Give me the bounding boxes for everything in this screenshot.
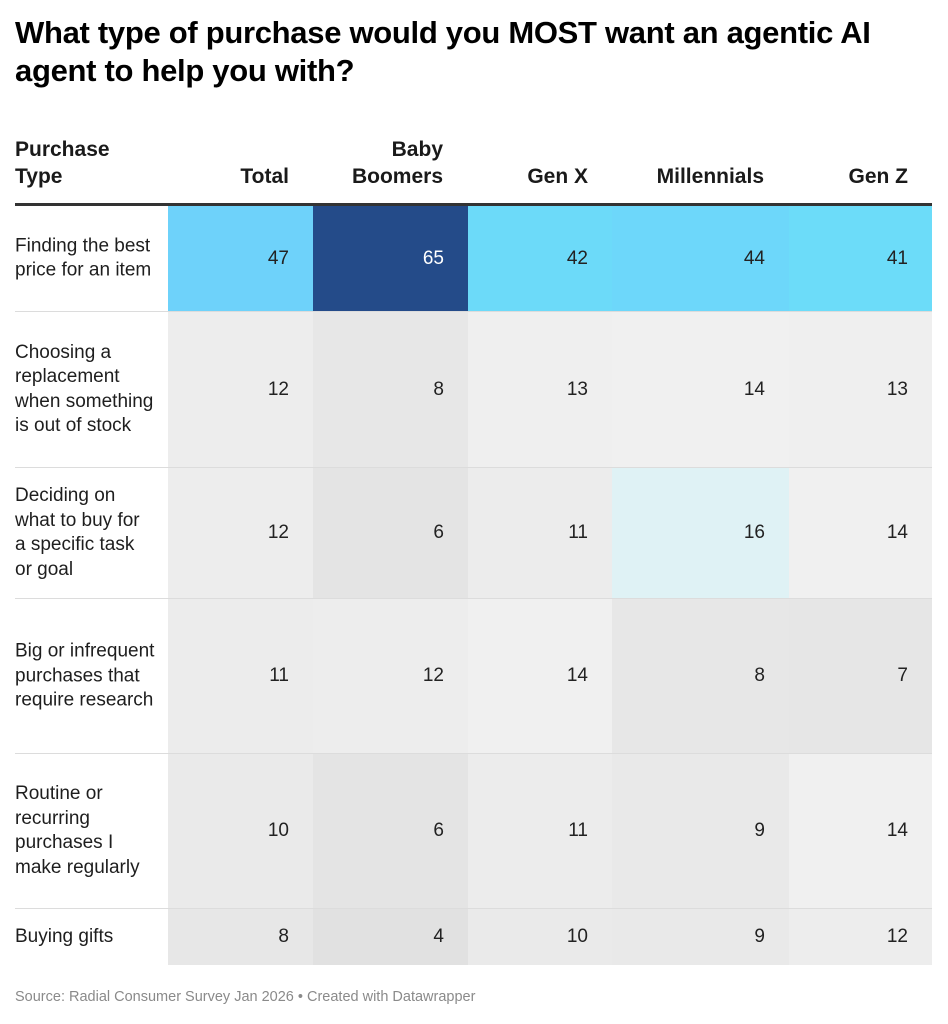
heatmap-cell-gen-z: 41 [789,206,932,311]
cell-value: 14 [566,665,588,686]
table-row: Buying gifts 8 4 10 9 12 [15,909,932,965]
heatmap-cell-millennials: 14 [612,312,789,467]
row-label: Routine or recurring purchases I make re… [15,783,140,878]
row-label: Buying gifts [15,925,114,947]
cell-value: 8 [433,378,444,400]
heatmap-cell-gen-z: 13 [789,312,932,467]
column-header-millennials[interactable]: Millennials [656,165,764,188]
heatmap-cell-total: 10 [168,754,313,908]
cell-value: 13 [566,378,588,400]
row-label: Big or infrequent purchases that require… [15,640,155,711]
heatmap-cell-gen-x: 13 [468,312,612,467]
heatmap-cell-baby-boomers: 8 [313,312,468,467]
column-header-purchase-type[interactable]: Purchase Type [15,138,110,188]
cell-value: 44 [743,247,765,269]
heatmap-cell-gen-x: 42 [468,206,612,311]
cell-value: 6 [433,820,444,841]
heatmap-table: Purchase Type Total Baby Boomers Gen X M… [15,132,932,965]
cell-value: 4 [433,926,444,947]
heatmap-cell-gen-x: 10 [468,909,612,965]
cell-value: 6 [433,522,444,543]
cell-value: 12 [886,926,908,947]
heatmap-cell-baby-boomers: 6 [313,468,468,598]
cell-value: 11 [269,665,289,686]
chart-title: What type of purchase would you MOST wan… [15,15,871,88]
heatmap-cell-baby-boomers: 4 [313,909,468,965]
cell-value: 10 [267,820,289,841]
heatmap-cell-total: 8 [168,909,313,965]
cell-value: 13 [886,378,908,400]
cell-value: 11 [568,820,588,841]
cell-value: 9 [754,926,765,947]
heatmap-cell-total: 47 [168,206,313,311]
cell-value: 47 [267,247,289,269]
cell-value: 41 [886,247,908,269]
row-label: Finding the best price for an item [15,235,152,281]
cell-value: 65 [422,247,444,269]
source-note: Source: Radial Consumer Survey Jan 2026 … [15,989,476,1005]
cell-value: 10 [566,926,588,947]
cell-value: 11 [568,522,588,543]
cell-value: 14 [743,378,765,400]
cell-value: 12 [267,378,289,400]
row-label: Choosing a replacement when something is… [15,341,154,437]
table-row: Big or infrequent purchases that require… [15,599,932,754]
table-row: Choosing a replacement when something is… [15,312,932,468]
heatmap-cell-gen-x: 11 [468,468,612,598]
cell-value: 16 [743,522,765,543]
heatmap-cell-gen-z: 12 [789,909,932,965]
cell-value: 14 [886,820,908,841]
cell-value: 12 [422,665,444,686]
heatmap-cell-millennials: 9 [612,909,789,965]
table-row: Routine or recurring purchases I make re… [15,754,932,909]
heatmap-cell-gen-z: 14 [789,754,932,908]
heatmap-cell-millennials: 9 [612,754,789,908]
heatmap-cell-total: 12 [168,468,313,598]
table-row: Finding the best price for an item 47 65 42… [15,206,932,312]
heatmap-cell-baby-boomers: 65 [313,206,468,311]
heatmap-cell-baby-boomers: 6 [313,754,468,908]
column-header-baby-boomers[interactable]: Baby Boomers [351,138,443,188]
heatmap-cell-gen-x: 11 [468,754,612,908]
heatmap-cell-millennials: 8 [612,599,789,753]
heatmap-cell-total: 11 [168,599,313,753]
table-header: Purchase Type Total Baby Boomers Gen X M… [15,132,932,206]
column-header-gen-x[interactable]: Gen X [527,165,588,188]
column-header-gen-z[interactable]: Gen Z [848,165,908,188]
cell-value: 14 [886,522,908,543]
heatmap-cell-millennials: 16 [612,468,789,598]
heatmap-cell-millennials: 44 [612,206,789,311]
cell-value: 42 [566,247,588,269]
heatmap-cell-baby-boomers: 12 [313,599,468,753]
cell-value: 9 [754,820,765,841]
table-body: Finding the best price for an item 47 65 42… [15,206,932,965]
row-label: Deciding on what to buy for a specific t… [15,485,140,580]
column-header-total[interactable]: Total [240,165,289,188]
cell-value: 12 [267,522,289,543]
cell-value: 7 [897,665,908,686]
cell-value: 8 [278,926,289,947]
heatmap-cell-gen-z: 7 [789,599,932,753]
cell-value: 8 [754,665,765,686]
table-row: Deciding on what to buy for a specific t… [15,468,932,599]
heatmap-cell-gen-x: 14 [468,599,612,753]
heatmap-cell-gen-z: 14 [789,468,932,598]
heatmap-cell-total: 12 [168,312,313,467]
